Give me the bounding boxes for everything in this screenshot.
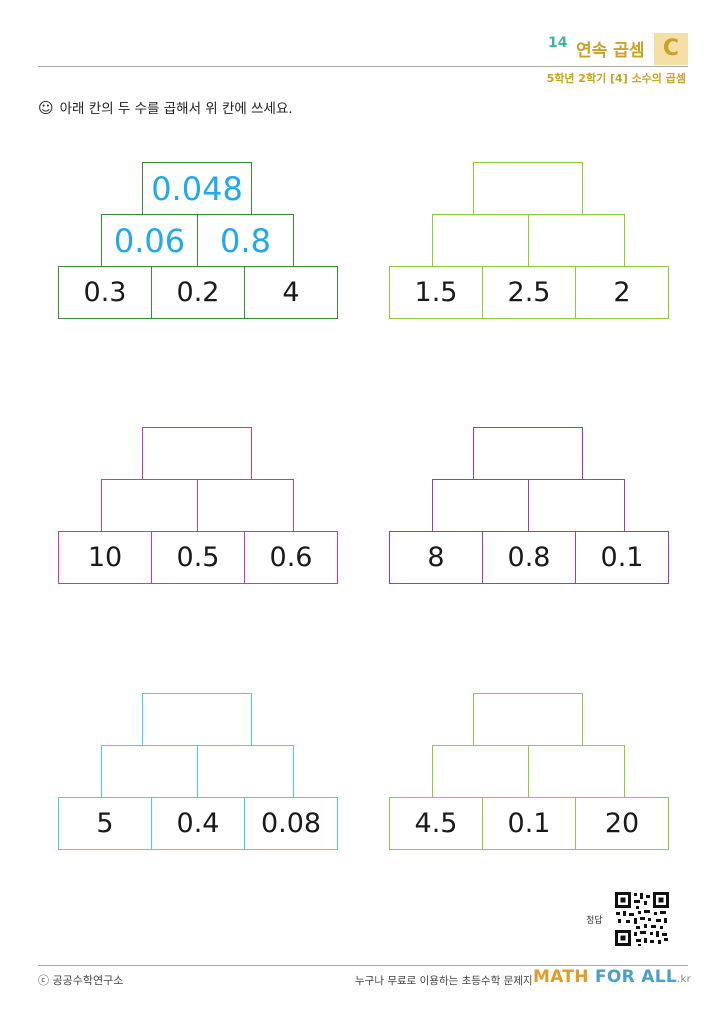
header-divider [38, 66, 688, 67]
pyramid-top-cell[interactable]: 0.048 [142, 162, 252, 215]
pyramid-bottom-cell: 0.4 [151, 797, 245, 850]
pyramid-bottom-cell: 10 [58, 531, 152, 584]
pyramid-4: 8 0.8 0.1 [389, 427, 671, 587]
header-title: 연속 곱셈 [576, 41, 645, 61]
footer-tagline: 누구나 무료로 이용하는 초등수학 문제지 [355, 975, 533, 987]
pyramid-bottom-cell: 0.08 [244, 797, 338, 850]
pyramid-middle-cell[interactable] [197, 479, 294, 532]
pyramid-6: 4.5 0.1 20 [389, 693, 671, 853]
brand-kr: .kr [677, 974, 691, 985]
pyramid-middle-cell[interactable] [432, 479, 529, 532]
pyramid-2: 1.5 2.5 2 [389, 162, 671, 322]
pyramid-middle-cell[interactable]: 0.8 [197, 214, 294, 267]
pyramid-bottom-cell: 0.6 [244, 531, 338, 584]
header-number: 14 [548, 35, 568, 51]
pyramid-middle-cell[interactable] [197, 745, 294, 798]
pyramid-middle-cell[interactable]: 0.06 [101, 214, 198, 267]
pyramid-3: 10 0.5 0.6 [58, 427, 340, 587]
pyramid-1: 0.048 0.06 0.8 0.3 0.2 4 [58, 162, 340, 322]
pyramid-bottom-cell: 2 [575, 266, 669, 319]
qr-code-icon[interactable] [614, 891, 670, 947]
pyramid-top-cell[interactable] [473, 693, 583, 746]
pyramid-middle-cell[interactable] [528, 745, 625, 798]
pyramid-middle-cell[interactable] [101, 745, 198, 798]
pyramid-bottom-cell: 0.1 [575, 531, 669, 584]
pyramid-bottom-cell: 0.8 [482, 531, 576, 584]
pyramid-middle-cell[interactable] [528, 479, 625, 532]
pyramid-bottom-cell: 2.5 [482, 266, 576, 319]
smiley-icon: ☺ [38, 99, 54, 117]
header-subtitle: 5학년 2학기 [4] 소수의 곱셈 [546, 72, 686, 85]
level-badge: C [654, 33, 688, 65]
pyramid-middle-cell[interactable] [528, 214, 625, 267]
brand-math: MATH [533, 967, 589, 987]
pyramid-bottom-cell: 5 [58, 797, 152, 850]
pyramid-bottom-cell: 0.1 [482, 797, 576, 850]
pyramid-top-cell[interactable] [142, 693, 252, 746]
footer-copyright: ⓒ 공공수학연구소 [38, 974, 124, 987]
pyramid-middle-cell[interactable] [101, 479, 198, 532]
pyramid-top-cell[interactable] [473, 162, 583, 215]
pyramid-middle-cell[interactable] [432, 214, 529, 267]
pyramid-bottom-cell: 4 [244, 266, 338, 319]
pyramid-bottom-cell: 0.5 [151, 531, 245, 584]
pyramid-bottom-cell: 4.5 [389, 797, 483, 850]
pyramid-bottom-cell: 8 [389, 531, 483, 584]
pyramid-middle-cell[interactable] [432, 745, 529, 798]
answer-label: 정답 [586, 916, 603, 926]
pyramid-top-cell[interactable] [473, 427, 583, 480]
brand-forall: FOR ALL [595, 967, 677, 987]
pyramid-bottom-cell: 0.3 [58, 266, 152, 319]
pyramid-bottom-cell: 20 [575, 797, 669, 850]
instruction-text: 아래 칸의 두 수를 곱해서 위 칸에 쓰세요. [59, 101, 293, 117]
instruction: ☺ 아래 칸의 두 수를 곱해서 위 칸에 쓰세요. [38, 97, 293, 117]
pyramid-top-cell[interactable] [142, 427, 252, 480]
pyramid-bottom-cell: 1.5 [389, 266, 483, 319]
footer-divider [38, 965, 688, 966]
pyramid-bottom-cell: 0.2 [151, 266, 245, 319]
pyramid-5: 5 0.4 0.08 [58, 693, 340, 853]
brand-logo[interactable]: MATH FOR ALL.kr [533, 967, 691, 987]
